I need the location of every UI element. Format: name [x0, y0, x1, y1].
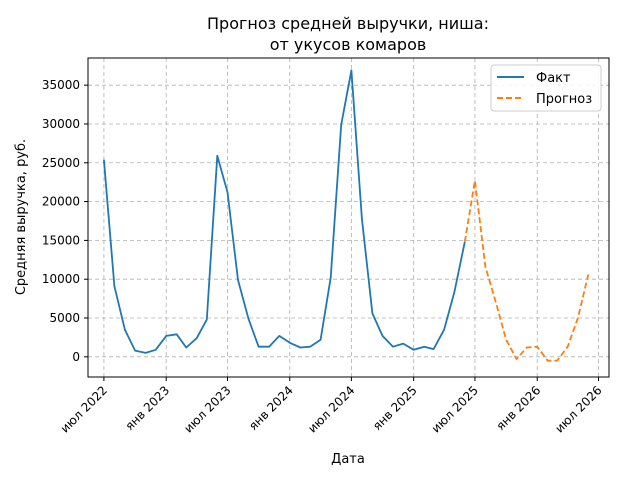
- series-layer: [103, 69, 590, 362]
- y-tick-label: 0: [72, 350, 80, 364]
- chart-title-line-2: от укусов комаров: [270, 35, 427, 54]
- y-axis: 0 5000 10000 15000 20000 25000 30000 35000: [42, 78, 88, 364]
- legend-label-forecast: Прогноз: [536, 92, 592, 107]
- y-tick-label: 30000: [42, 117, 80, 131]
- legend-label-fact: Факт: [536, 71, 571, 86]
- y-tick-label: 20000: [42, 195, 80, 209]
- legend: Факт Прогноз: [490, 64, 602, 112]
- x-axis-label: Дата: [331, 452, 365, 467]
- series-line-fact: [103, 69, 466, 354]
- y-tick-label: 5000: [49, 311, 80, 325]
- y-tick-label: 10000: [42, 272, 80, 286]
- chart-title-line-1: Прогноз средней выручки, ниша:: [207, 14, 489, 33]
- y-tick-label: 35000: [42, 78, 80, 92]
- y-tick-label: 15000: [42, 233, 80, 247]
- y-axis-label: Средняя выручка, руб.: [14, 139, 29, 295]
- grid: [88, 58, 609, 377]
- plot-area-frame: [87, 57, 610, 378]
- series-line-forecast: [463, 179, 590, 362]
- y-tick-label: 25000: [42, 156, 80, 170]
